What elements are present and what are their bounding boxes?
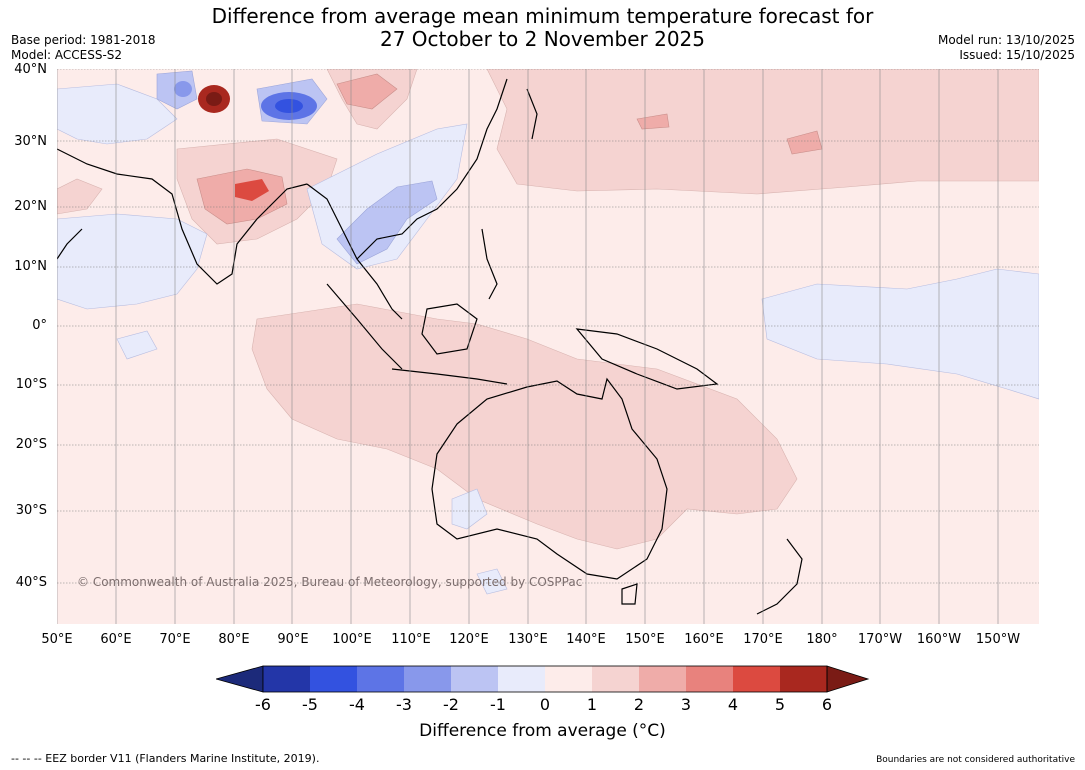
model-name: Model: ACCESS-S2 — [11, 48, 123, 62]
lon-label-50e: 50°E — [41, 632, 73, 647]
colorbar-tick: -6 — [255, 695, 271, 714]
colorbar-tick: 3 — [680, 695, 692, 714]
colorbar-tick: -3 — [396, 695, 412, 714]
colorbar-tick: 2 — [633, 695, 645, 714]
lat-label-30s: 30°S — [15, 503, 47, 518]
title-line-2: 27 October to 2 November 2025 — [379, 27, 706, 51]
colorbar-tick: 5 — [774, 695, 786, 714]
colorbar-label: Difference from average (°C) — [419, 721, 666, 741]
copyright-notice: © Commonwealth of Australia 2025, Bureau… — [77, 575, 583, 589]
colorbar-tick: -1 — [490, 695, 506, 714]
lon-label-150w: 150°W — [975, 632, 1021, 647]
lon-label-80e: 80°E — [218, 632, 250, 647]
map-svg — [57, 69, 1039, 624]
lon-label-140e: 140°E — [566, 632, 606, 647]
lon-grid — [57, 69, 999, 624]
issued-date: Issued: 15/10/2025 — [959, 48, 1075, 62]
lon-label-100e: 100°E — [332, 632, 372, 647]
base-period: Base period: 1981-2018 — [11, 33, 156, 47]
coastlines — [57, 78, 803, 615]
colorbar-tick: 0 — [539, 695, 551, 714]
title-line-1: Difference from average mean minimum tem… — [211, 4, 874, 28]
colorbar-tick: 4 — [727, 695, 739, 714]
lon-label-110e: 110°E — [391, 632, 431, 647]
colorbar-swatch — [545, 666, 592, 692]
boundaries-disclaimer: Boundaries are not considered authoritat… — [876, 755, 1075, 765]
lon-label-120e: 120°E — [449, 632, 489, 647]
lat-label-30n: 30°N — [14, 134, 47, 149]
lat-label-equator: 0° — [32, 318, 47, 333]
colorbar-tick: -5 — [302, 695, 318, 714]
lon-label-70e: 70°E — [159, 632, 191, 647]
colorbar-swatch — [639, 666, 686, 692]
colorbar-swatch — [451, 666, 498, 692]
colorbar-tick: -2 — [443, 695, 459, 714]
lat-label-40s: 40°S — [15, 575, 47, 590]
meta-left: Base period: 1981-2018 Model: ACCESS-S2 — [11, 33, 156, 63]
anomaly-cold-core — [275, 99, 303, 113]
lon-label-60e: 60°E — [100, 632, 132, 647]
colorbar-swatch — [263, 666, 310, 692]
lon-label-170w: 170°W — [857, 632, 903, 647]
lat-label-10s: 10°S — [15, 377, 47, 392]
colorbar-swatch — [686, 666, 733, 692]
lon-label-170e: 170°E — [743, 632, 783, 647]
anomaly-warm-hot — [235, 179, 269, 201]
colorbar-swatch — [733, 666, 780, 692]
colorbar-swatch — [498, 666, 545, 692]
colorbar-tick: -4 — [349, 695, 365, 714]
colorbar-tick: 1 — [586, 695, 598, 714]
lon-label-180: 180° — [806, 632, 838, 647]
eez-border-note: -- -- -- EEZ border V11 (Flanders Marine… — [11, 752, 320, 765]
map-area — [57, 69, 1039, 624]
colorbar-swatch — [404, 666, 451, 692]
model-run: Model run: 13/10/2025 — [937, 33, 1075, 47]
colorbar-under-arrow — [216, 665, 264, 693]
lat-label-10n: 10°N — [14, 259, 47, 274]
lat-label-20s: 20°S — [15, 437, 47, 452]
lon-label-160w: 160°W — [916, 632, 962, 647]
lat-label-40n: 40°N — [14, 62, 47, 77]
lat-label-20n: 20°N — [14, 199, 47, 214]
colorbar-swatch — [310, 666, 357, 692]
meta-right: Model run: 13/10/2025 Issued: 15/10/2025 — [938, 33, 1075, 63]
colorbar-tick: 6 — [821, 695, 833, 714]
colorbar-swatch — [780, 666, 827, 692]
colorbar — [216, 665, 870, 693]
lon-label-150e: 150°E — [625, 632, 665, 647]
lon-label-130e: 130°E — [508, 632, 548, 647]
anomaly-cold-spot-2 — [174, 81, 192, 97]
colorbar-outline — [262, 665, 828, 693]
anomaly-hotspot-core — [206, 92, 222, 106]
colorbar-swatch — [357, 666, 404, 692]
lon-label-90e: 90°E — [277, 632, 309, 647]
colorbar-swatch — [592, 666, 639, 692]
colorbar-over-arrow — [826, 665, 870, 693]
lon-label-160e: 160°E — [684, 632, 724, 647]
map-title: Difference from average mean minimum tem… — [0, 5, 1085, 51]
